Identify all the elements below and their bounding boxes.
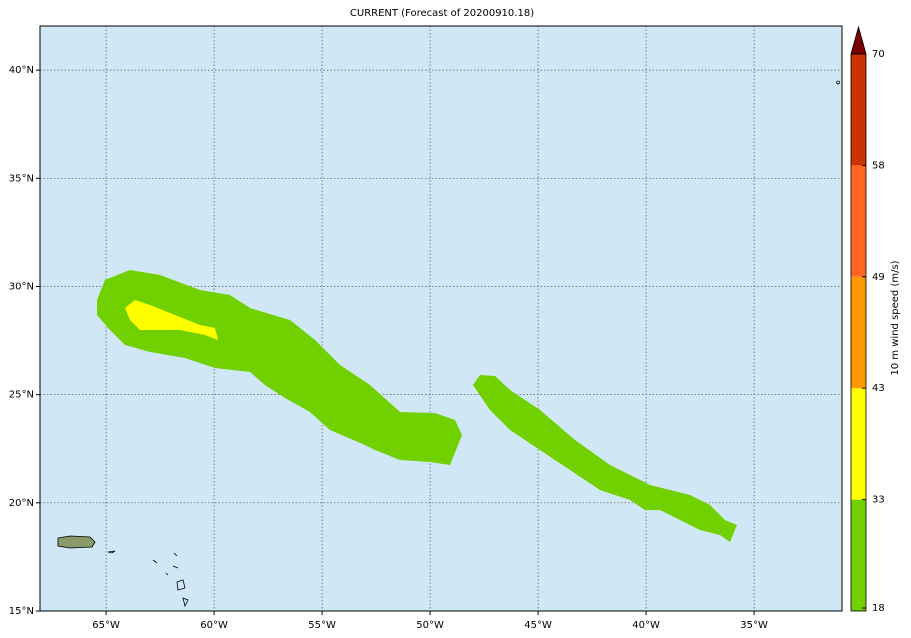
colorbar-tick-label: 18 (872, 603, 885, 614)
map-frame (39, 25, 843, 612)
wind-swaths (97, 270, 737, 542)
island (57, 535, 96, 549)
island (107, 80, 840, 608)
y-tick-label: 35°N (9, 173, 34, 184)
x-tick-label: 35°W (740, 620, 768, 631)
x-tick-label: 55°W (308, 620, 336, 631)
x-tick-label: 45°W (524, 620, 552, 631)
swath (97, 270, 462, 465)
x-tick-label: 60°W (200, 620, 228, 631)
x-tick-label: 65°W (92, 620, 120, 631)
colorbar-tick-label: 58 (872, 160, 885, 171)
swath-core (125, 300, 218, 340)
y-tick-label: 25°N (9, 390, 34, 401)
colorbar-frame (850, 53, 867, 612)
y-tick-label: 30°N (9, 281, 34, 292)
colorbar-tick-label: 43 (872, 383, 885, 394)
colorbar-tick-label: 70 (872, 49, 885, 60)
colorbar-band (851, 276, 866, 389)
colorbar-band (851, 54, 866, 166)
swath (473, 375, 737, 542)
colorbar-band (851, 165, 866, 277)
x-tick-label: 50°W (416, 620, 444, 631)
colorbar-tick-label: 33 (872, 495, 885, 506)
colorbar-tick-label: 49 (872, 272, 885, 283)
islands (57, 80, 840, 608)
colorbar-band (851, 499, 866, 611)
colorbar-band (851, 388, 866, 500)
colorbar: 18 33 43 49 58 70 (850, 25, 885, 614)
x-tick-label: 40°W (632, 620, 660, 631)
colorbar-label: 10 m wind speed (m/s) (890, 260, 901, 375)
y-tick-label: 15°N (9, 606, 34, 617)
colorbar-extend (850, 25, 867, 55)
y-tick-label: 20°N (9, 498, 34, 509)
map-title: CURRENT (Forecast of 20200910.18) (350, 8, 534, 19)
y-tick-label: 40°N (9, 65, 34, 76)
